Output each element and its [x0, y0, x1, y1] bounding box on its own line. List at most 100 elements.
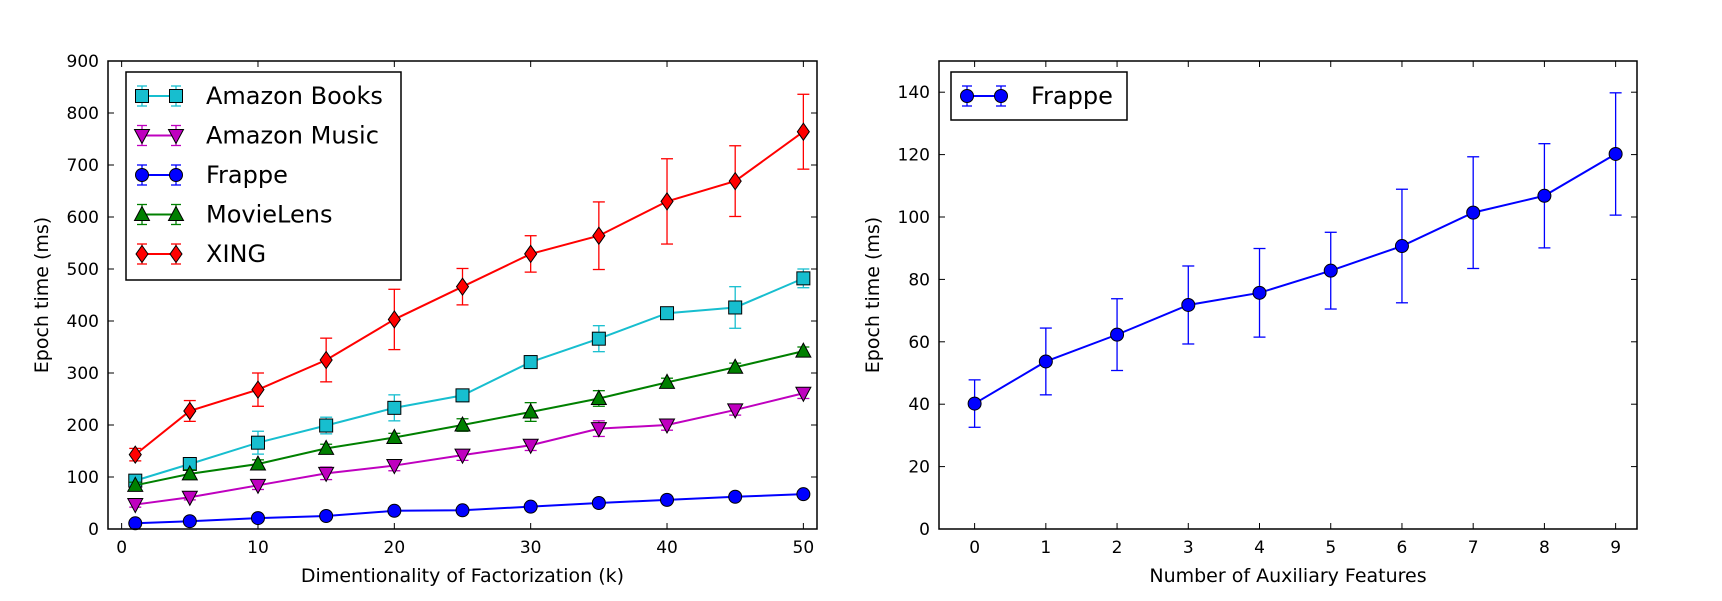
- legend-marker: [169, 244, 183, 264]
- x-tick-label: 4: [1254, 538, 1265, 558]
- data-point: [455, 503, 470, 518]
- series-xing: [128, 93, 810, 465]
- plot-frame: [107, 60, 818, 530]
- data-point: [1537, 188, 1552, 203]
- chart-1: 0 10 20 30 40 500100200300400500600700800900D…: [31, 52, 818, 587]
- data-point: [592, 226, 606, 246]
- data-point: [795, 342, 812, 358]
- legend: Amazon Books Amazon Music Frappe MovieLens X…: [125, 71, 402, 281]
- data-point: [796, 122, 810, 142]
- x-tick-label: 40: [656, 538, 678, 558]
- data-point: [796, 487, 811, 502]
- legend-label: Frappe: [206, 161, 288, 189]
- legend-label: MovieLens: [206, 201, 332, 229]
- legend: Frappe: [950, 71, 1128, 121]
- legend-entry: Frappe: [960, 82, 1113, 110]
- data-point: [455, 277, 470, 297]
- legend-marker: [133, 205, 151, 221]
- legend-label: Frappe: [1031, 82, 1113, 110]
- data-point: [181, 490, 199, 507]
- data-point: [317, 466, 335, 483]
- series-line: [135, 350, 804, 487]
- data-point: [387, 400, 402, 415]
- chart-2: 0 1 2 3 4 5 6 7 8 9 0 20 40 60 80 100 120 140 Number of Au…: [862, 60, 1638, 587]
- data-point: [591, 331, 606, 346]
- data-point: [728, 300, 743, 315]
- data-point: [454, 448, 471, 465]
- data-point: [128, 445, 142, 465]
- legend-label: XING: [206, 240, 266, 268]
- x-tick-label: 8: [1539, 538, 1550, 558]
- x-tick-label: 50: [793, 538, 815, 558]
- data-point: [726, 403, 744, 419]
- data-point: [319, 509, 334, 523]
- data-point: [658, 418, 676, 435]
- data-point: [524, 244, 538, 264]
- data-point: [522, 402, 540, 419]
- y-tick-label: 200: [67, 416, 99, 436]
- legend-marker: [135, 244, 149, 264]
- legend-label: Amazon Music: [206, 122, 379, 150]
- x-tick-label: 0: [116, 538, 127, 558]
- y-tick-label: 700: [67, 156, 99, 176]
- data-point: [795, 386, 812, 403]
- data-point: [590, 422, 608, 438]
- data-point: [1608, 146, 1623, 161]
- data-point: [658, 373, 676, 389]
- data-point: [319, 418, 334, 433]
- data-point: [387, 310, 401, 329]
- data-point: [182, 514, 197, 529]
- data-point: [317, 439, 335, 455]
- legend-marker: [994, 89, 1008, 103]
- data-point: [590, 389, 608, 405]
- x-tick-label: 0: [969, 538, 980, 558]
- legend-entry: MovieLens: [133, 201, 332, 229]
- data-point: [728, 171, 742, 191]
- legend-marker: [169, 89, 183, 103]
- legend-entry: XING: [135, 240, 266, 268]
- data-point: [660, 192, 674, 211]
- data-point: [249, 478, 267, 495]
- y-tick-label: 20: [908, 458, 930, 478]
- y-tick-label: 300: [67, 364, 99, 384]
- y-tick-label: 600: [67, 208, 99, 228]
- legend-marker: [960, 89, 974, 103]
- data-point: [1110, 327, 1125, 342]
- series-frappe: [128, 487, 811, 531]
- series-amazon-music: [126, 386, 812, 514]
- data-point: [181, 464, 199, 481]
- data-point: [251, 380, 265, 400]
- y-tick-label: 400: [67, 312, 99, 332]
- x-axis-label: Dimentionality of Factorization (k): [301, 565, 624, 587]
- legend-marker: [169, 168, 183, 182]
- data-point: [660, 306, 675, 321]
- data-point: [128, 516, 143, 531]
- series-frappe: [967, 92, 1623, 428]
- data-point: [250, 511, 265, 526]
- data-point: [455, 388, 470, 403]
- y-tick-label: 100: [898, 208, 930, 228]
- legend-marker: [135, 168, 149, 182]
- plot-frame: [938, 60, 1638, 530]
- data-point: [1466, 205, 1481, 220]
- data-point: [523, 499, 538, 514]
- x-tick-label: 30: [520, 538, 542, 558]
- data-point: [183, 401, 197, 421]
- x-tick-label: 20: [384, 538, 406, 558]
- y-tick-label: 80: [908, 270, 930, 290]
- legend-marker: [167, 205, 185, 221]
- legend-entry: Amazon Music: [133, 122, 379, 150]
- legend-marker: [135, 89, 149, 103]
- data-point: [967, 396, 982, 411]
- data-point: [385, 459, 403, 475]
- series-movielens: [126, 342, 812, 492]
- x-tick-label: 7: [1468, 538, 1479, 558]
- y-tick-label: 0: [88, 520, 99, 540]
- y-tick-label: 40: [908, 395, 930, 415]
- data-point: [728, 489, 743, 504]
- data-point: [522, 438, 540, 455]
- x-tick-label: 1: [1040, 538, 1051, 558]
- data-point: [1323, 263, 1338, 278]
- y-tick-label: 0: [919, 520, 930, 540]
